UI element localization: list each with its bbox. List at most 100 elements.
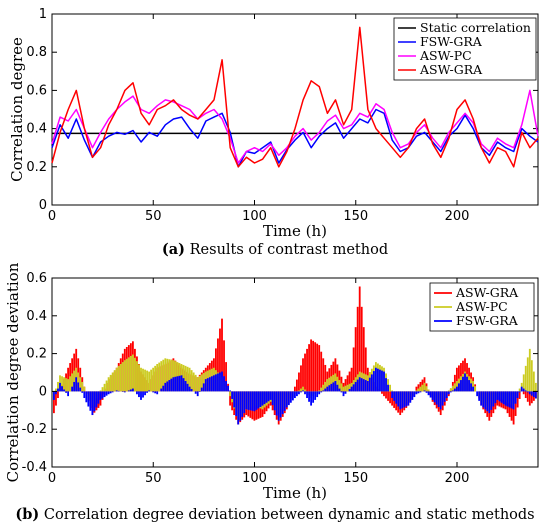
bar-asw-pc — [318, 390, 321, 392]
bar-fsw-gra — [53, 391, 55, 400]
bar-fsw-gra — [243, 391, 246, 414]
bar-asw-pc — [425, 386, 428, 392]
bar-fsw-gra — [267, 391, 270, 402]
bar-fsw-gra — [196, 391, 199, 397]
a-y-tick-label: 0.2 — [26, 160, 47, 175]
bar-fsw-gra — [330, 383, 333, 392]
bar-asw-pc — [119, 364, 122, 392]
bar-asw-pc — [530, 360, 533, 392]
bar-fsw-gra — [105, 391, 108, 396]
bar-asw-pc — [125, 358, 128, 392]
bar-asw-pc — [338, 380, 341, 392]
bar-asw-gra — [417, 384, 420, 392]
bar-asw-gra — [293, 386, 296, 392]
bar-fsw-gra — [212, 375, 215, 392]
bar-asw-pc — [117, 365, 120, 392]
bar-asw-gra — [415, 386, 418, 392]
bar-asw-gra — [57, 391, 59, 399]
bar-fsw-gra — [257, 391, 260, 409]
bar-asw-pc — [348, 383, 351, 392]
bar-asw-pc — [342, 386, 345, 392]
bar-asw-gra — [528, 391, 531, 406]
bar-asw-pc — [534, 382, 537, 392]
bar-asw-pc — [423, 382, 426, 392]
bar-fsw-gra — [472, 386, 475, 392]
bar-fsw-gra — [138, 391, 140, 398]
panel-b-axes-frame — [51, 277, 539, 468]
bar-asw-pc — [324, 381, 327, 392]
bar-fsw-gra — [464, 373, 466, 392]
bar-fsw-gra — [245, 391, 248, 410]
bar-asw-gra — [360, 306, 363, 392]
bar-asw-pc — [152, 367, 155, 392]
b-x-tick-label: 150 — [343, 471, 368, 486]
bar-fsw-gra — [111, 391, 114, 393]
bar-fsw-gra — [393, 391, 396, 401]
bar-fsw-gra — [443, 391, 446, 402]
bar-fsw-gra — [385, 378, 387, 392]
bar-asw-pc — [57, 381, 59, 392]
bar-fsw-gra — [374, 367, 377, 392]
bar-fsw-gra — [419, 391, 422, 393]
bar-fsw-gra — [476, 391, 479, 397]
bar-fsw-gra — [344, 391, 347, 394]
bar-fsw-gra — [97, 391, 100, 404]
panel-a-line-chart: 0 50 100 150 200 0 0.2 0.4 0.6 0.8 1 Time (h) Cor… — [8, 7, 539, 258]
panel-b-x-ticks: 0 50 100 150 200 — [48, 278, 469, 486]
bar-asw-gra — [352, 347, 355, 392]
bar-asw-pc — [131, 354, 134, 392]
bar-asw-gra — [55, 391, 57, 406]
bar-fsw-gra — [208, 377, 211, 392]
bar-asw-pc — [162, 359, 165, 392]
bar-fsw-gra — [251, 391, 254, 411]
bar-asw-pc — [391, 390, 394, 392]
bar-fsw-gra — [316, 391, 319, 398]
bar-asw-gra — [516, 391, 519, 408]
bar-fsw-gra — [356, 379, 359, 392]
bar-asw-pc — [67, 379, 70, 392]
bar-asw-pc — [322, 384, 325, 392]
a-x-tick-label: 50 — [145, 209, 162, 224]
bar-asw-pc — [113, 370, 116, 392]
bar-fsw-gra — [528, 391, 531, 395]
bar-fsw-gra — [478, 391, 481, 401]
bar-fsw-gra — [300, 391, 302, 393]
bar-fsw-gra — [506, 391, 509, 407]
bar-fsw-gra — [534, 391, 537, 399]
bar-asw-gra — [306, 348, 308, 392]
bar-fsw-gra — [285, 391, 288, 408]
panel-b-caption-text: Correlation degree deviation between dyn… — [39, 507, 534, 523]
bar-asw-gra — [229, 391, 232, 406]
bar-fsw-gra — [435, 391, 438, 405]
bar-fsw-gra — [350, 386, 353, 392]
bar-asw-pc — [453, 383, 456, 392]
bar-fsw-gra — [379, 369, 381, 392]
bar-asw-pc — [346, 384, 349, 392]
bar-fsw-gra — [152, 391, 155, 393]
bar-fsw-gra — [293, 391, 296, 399]
panel-a-axes-frame — [51, 13, 539, 206]
bar-fsw-gra — [494, 391, 497, 404]
panel-a-caption: (a) Results of contrast method — [162, 241, 388, 258]
a-y-tick-label: 0.6 — [26, 83, 47, 98]
bar-fsw-gra — [85, 391, 88, 403]
bar-asw-pc — [154, 365, 157, 392]
bar-fsw-gra — [277, 391, 280, 421]
bar-fsw-gra — [532, 391, 535, 398]
bar-fsw-gra — [447, 391, 450, 395]
bar-fsw-gra — [154, 391, 157, 394]
bar-asw-pc — [455, 381, 458, 392]
bar-asw-gra — [316, 343, 319, 392]
bar-asw-gra — [356, 306, 359, 392]
bar-fsw-gra — [383, 371, 385, 392]
bar-asw-pc — [198, 375, 201, 392]
bar-fsw-gra — [241, 391, 244, 417]
bar-asw-pc — [326, 379, 329, 392]
bar-fsw-gra — [340, 391, 343, 393]
bar-fsw-gra — [490, 391, 493, 410]
bar-fsw-gra — [265, 391, 268, 403]
bar-fsw-gra — [366, 381, 369, 392]
bar-fsw-gra — [215, 374, 217, 392]
bar-asw-gra — [364, 347, 367, 392]
